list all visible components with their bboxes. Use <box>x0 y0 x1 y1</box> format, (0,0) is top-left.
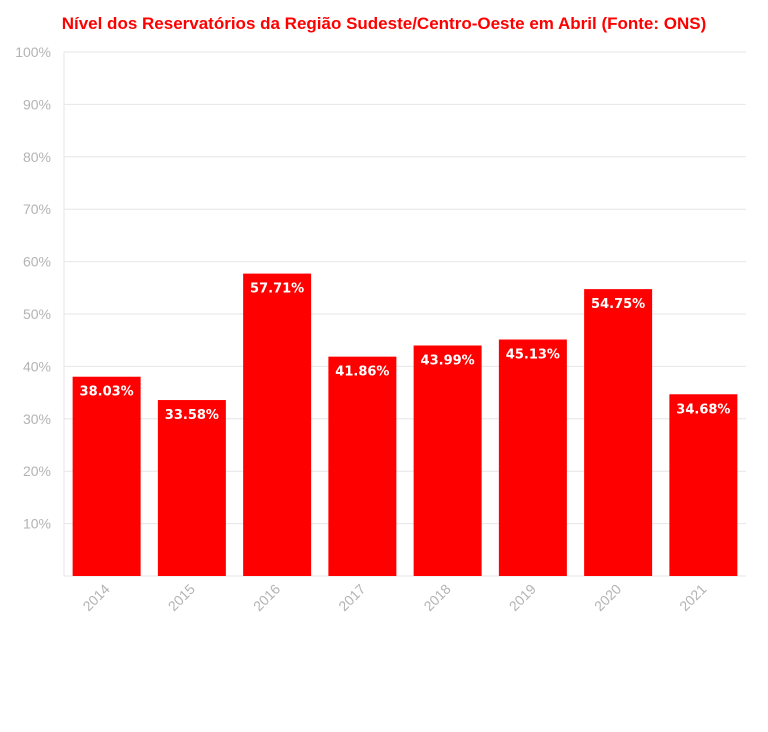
bar <box>498 339 567 576</box>
bar <box>413 345 482 576</box>
x-tick-label: 2018 <box>420 581 453 614</box>
y-tick-label: 90% <box>23 96 51 112</box>
y-tick-label: 50% <box>23 306 51 322</box>
y-tick-label: 100% <box>15 44 51 60</box>
y-tick-label: 10% <box>23 516 51 532</box>
bar <box>669 394 738 576</box>
y-tick-label: 80% <box>23 149 51 165</box>
x-tick-label: 2015 <box>165 581 198 614</box>
x-tick-label: 2021 <box>676 581 709 614</box>
y-tick-label: 60% <box>23 254 51 270</box>
bar-data-label: 54.75% <box>591 297 645 312</box>
y-tick-label: 70% <box>23 201 51 217</box>
y-tick-label: 20% <box>23 463 51 479</box>
x-tick-label: 2014 <box>79 581 112 614</box>
x-tick-label: 2016 <box>250 581 283 614</box>
bar <box>243 273 312 576</box>
bar-data-label: 57.71% <box>250 282 304 297</box>
bar-data-label: 38.03% <box>80 385 134 400</box>
bar-data-label: 33.58% <box>165 408 219 423</box>
x-tick-label: 2020 <box>591 581 624 614</box>
y-tick-label: 30% <box>23 411 51 427</box>
x-tick-label: 2017 <box>335 581 368 614</box>
bar <box>328 356 397 576</box>
bar <box>584 289 653 576</box>
y-tick-label: 40% <box>23 358 51 374</box>
chart-title: Nível dos Reservatórios da Região Sudest… <box>61 14 707 33</box>
bar-data-label: 43.99% <box>421 353 475 368</box>
bar-data-label: 41.86% <box>335 365 389 380</box>
bar <box>72 376 141 576</box>
bar-data-label: 34.68% <box>676 402 730 417</box>
bar <box>157 400 226 576</box>
x-tick-label: 2019 <box>506 581 539 614</box>
bar-data-label: 45.13% <box>506 348 560 363</box>
